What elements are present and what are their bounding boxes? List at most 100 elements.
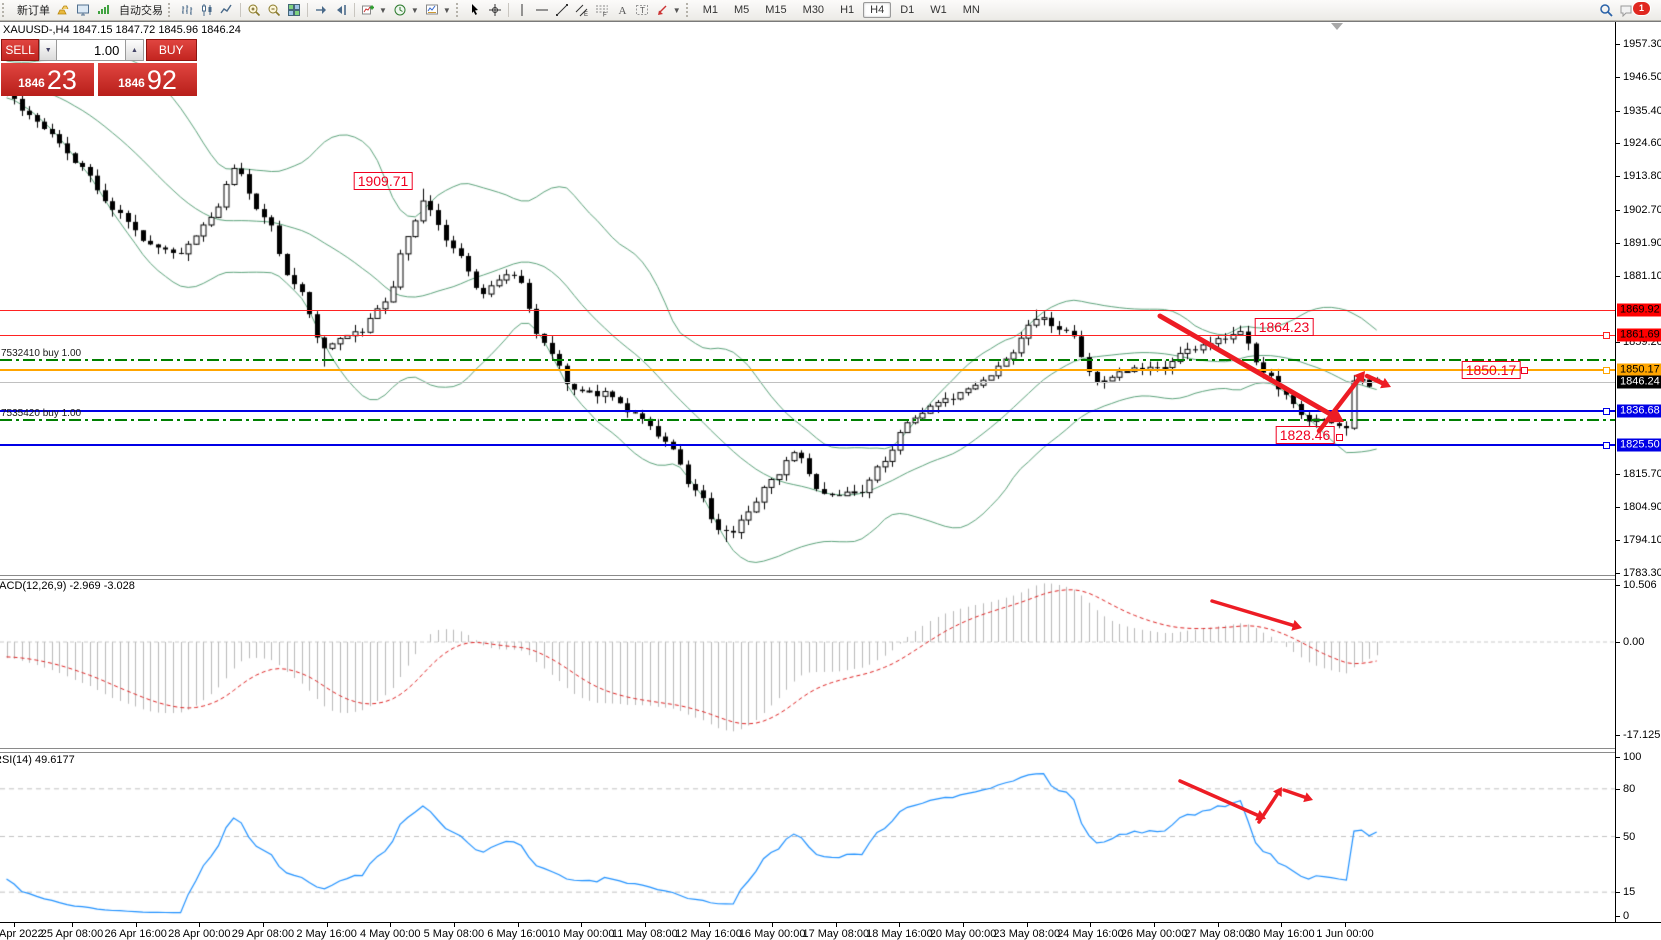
macd-axis-label: 0.00 bbox=[1623, 636, 1645, 648]
buy-button[interactable]: BUY bbox=[145, 39, 197, 61]
horizontal-line-icon[interactable] bbox=[532, 2, 552, 18]
horizontal-line-1846.24[interactable] bbox=[0, 382, 1615, 383]
auto-scroll-icon[interactable] bbox=[311, 2, 331, 18]
zoom-out-icon[interactable] bbox=[264, 2, 284, 18]
timeframe-button-m15[interactable]: M15 bbox=[765, 4, 787, 16]
arrows-icon bbox=[657, 5, 667, 15]
price-tick-label: 1924.60 bbox=[1623, 137, 1661, 150]
periods-menu-icon[interactable]: ▼ bbox=[390, 2, 422, 18]
volume-decrease-button[interactable]: ▼ bbox=[39, 39, 58, 61]
horizontal-line-1825.5[interactable] bbox=[0, 444, 1615, 446]
chart-shift-icon[interactable] bbox=[331, 2, 351, 18]
horizontal-line-1833.6[interactable] bbox=[0, 419, 1615, 421]
notifications-icon[interactable] bbox=[1616, 2, 1636, 18]
price-callout-1828.46[interactable]: 1828.46 bbox=[1275, 426, 1335, 444]
search-icon[interactable] bbox=[1596, 2, 1616, 18]
bar-chart-mode-icon[interactable] bbox=[177, 2, 197, 18]
callout-handle[interactable] bbox=[1521, 367, 1528, 374]
auto-trading-button[interactable]: 自动交易 bbox=[113, 1, 166, 19]
timeframe-button-h1[interactable]: H1 bbox=[840, 4, 855, 16]
macd-axis-tick bbox=[1616, 642, 1620, 643]
chart-symbol-title: XAUUSD-,H4 1847.15 1847.72 1845.96 1846.… bbox=[3, 24, 241, 36]
time-tick-label: 10 May 00:00 bbox=[547, 928, 615, 940]
data-feed-icon[interactable] bbox=[93, 2, 113, 18]
time-tick-label: 12 May 16:00 bbox=[675, 928, 742, 940]
text-label-icon[interactable]: T bbox=[632, 2, 652, 18]
arrows-menu-icon[interactable]: ▼ bbox=[652, 2, 684, 18]
price-tick-label: 1815.70 bbox=[1623, 468, 1661, 481]
price-axis[interactable]: 1957.30 1946.50 1935.40 1924.60 1913.80 1902.… bbox=[1615, 22, 1661, 922]
volume-input[interactable] bbox=[57, 39, 126, 61]
equidistant-channel-icon[interactable]: E bbox=[572, 2, 592, 18]
text-icon[interactable]: A bbox=[612, 2, 632, 18]
timeframe-button-m5[interactable]: M5 bbox=[733, 4, 750, 16]
price-tick bbox=[1616, 44, 1620, 45]
line-handle[interactable] bbox=[1603, 442, 1610, 449]
horizontal-line-1853.4[interactable] bbox=[0, 359, 1615, 361]
templates-menu-icon[interactable]: ▼ bbox=[422, 2, 454, 18]
fibonacci-icon[interactable]: F bbox=[592, 2, 612, 18]
line-handle[interactable] bbox=[1603, 408, 1610, 415]
callout-handle[interactable] bbox=[1336, 434, 1343, 441]
price-tick bbox=[1616, 209, 1620, 211]
price-callout-1909.71[interactable]: 1909.71 bbox=[353, 172, 413, 190]
terminal-window-icon[interactable] bbox=[73, 2, 93, 18]
chart-frame-top bbox=[0, 21, 1661, 22]
tile-windows-icon[interactable] bbox=[284, 2, 304, 18]
price-tick bbox=[1616, 507, 1620, 509]
notification-count-badge[interactable]: 1 bbox=[1632, 0, 1651, 16]
trendline-icon[interactable] bbox=[552, 2, 572, 18]
buy-price[interactable]: 1846 92 bbox=[98, 63, 197, 96]
horizontal-line-1850.17[interactable] bbox=[0, 369, 1615, 371]
time-tick bbox=[262, 923, 264, 927]
sell-price[interactable]: 1846 23 bbox=[1, 63, 94, 96]
crosshair-icon-icon bbox=[488, 4, 501, 16]
price-tick-label: 1804.90 bbox=[1623, 501, 1661, 514]
price-callout-1850.17[interactable]: 1850.17 bbox=[1461, 361, 1521, 379]
main-toolbar: 新订单 自动交易 ▼ ▼ ▼ E F A T ▼ M1 M5 M15 M30 H1 H4 D1 W1 MN 1 bbox=[0, 0, 1661, 21]
crosshair-icon[interactable] bbox=[485, 2, 505, 18]
new-order-button[interactable]: 新订单 bbox=[11, 1, 53, 19]
volume-increase-button[interactable]: ▲ bbox=[125, 39, 144, 61]
indicators-menu-icon[interactable]: ▼ bbox=[358, 2, 390, 18]
chart-shift-marker[interactable] bbox=[1331, 23, 1343, 30]
horizontal-line-1861.69[interactable] bbox=[0, 335, 1615, 336]
vertical-line-icon[interactable] bbox=[512, 2, 532, 18]
time-tick bbox=[72, 923, 73, 927]
rsi-axis-tick bbox=[1616, 836, 1620, 838]
market-watch-icon[interactable] bbox=[53, 2, 73, 18]
panel-separator-macd[interactable] bbox=[0, 575, 1661, 580]
horizontal-line-1869.92[interactable] bbox=[0, 310, 1615, 311]
time-tick-label: 1 Jun 00:00 bbox=[1316, 928, 1374, 940]
timeframe-button-d1[interactable]: D1 bbox=[900, 4, 915, 16]
time-tick-label: 6 May 16:00 bbox=[487, 928, 548, 940]
toolbar-grip bbox=[685, 3, 692, 17]
timeframe-button-w1[interactable]: W1 bbox=[930, 4, 947, 16]
horizontal-line-1836.68[interactable] bbox=[0, 410, 1615, 412]
line-handle[interactable] bbox=[1603, 367, 1610, 374]
price-tick bbox=[1616, 474, 1620, 476]
price-tick-label: 1891.90 bbox=[1623, 236, 1661, 249]
panel-separator-rsi[interactable] bbox=[0, 748, 1661, 753]
sell-button[interactable]: SELL bbox=[1, 39, 40, 61]
timeframe-button-m1[interactable]: M1 bbox=[702, 4, 718, 16]
vertical-line-icon-icon bbox=[521, 4, 523, 16]
macd-axis-tick bbox=[1616, 735, 1620, 737]
line-handle[interactable] bbox=[1603, 332, 1610, 339]
svg-text:E: E bbox=[584, 12, 588, 17]
price-callout-1864.23[interactable]: 1864.23 bbox=[1254, 318, 1314, 336]
order-label-1: 7532410 buy 1.00 bbox=[1, 347, 82, 359]
zoom-in-icon[interactable] bbox=[244, 2, 264, 18]
candle-chart-mode-icon[interactable] bbox=[197, 2, 217, 18]
timeframe-button-m30[interactable]: M30 bbox=[802, 4, 825, 16]
cursor-icon[interactable] bbox=[465, 2, 485, 18]
time-axis-line bbox=[0, 922, 1661, 923]
time-tick-label: 25 Apr 08:00 bbox=[40, 928, 104, 940]
price-tick-label: 1935.40 bbox=[1623, 104, 1661, 117]
timeframe-button-mn[interactable]: MN bbox=[962, 4, 980, 16]
timeframe-button-h4[interactable]: H4 bbox=[863, 2, 892, 18]
time-tick-label: 23 May 08:00 bbox=[993, 928, 1061, 940]
line-chart-mode-icon[interactable] bbox=[217, 2, 237, 18]
